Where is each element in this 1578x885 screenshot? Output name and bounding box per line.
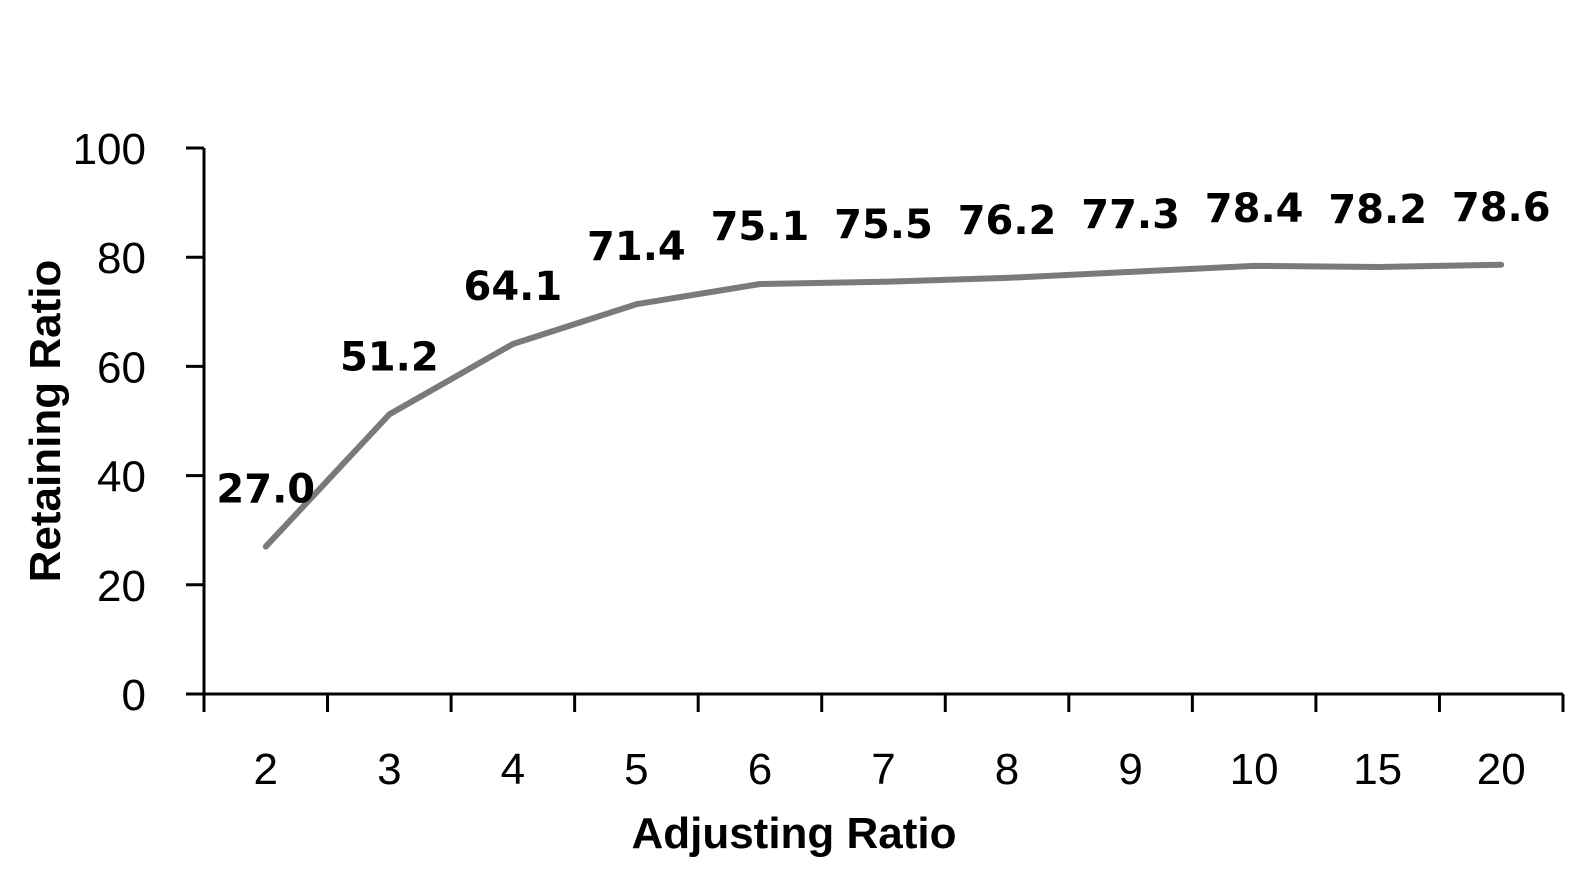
y-ticks: 0 20 40 60 80 100 (73, 125, 204, 720)
x-tick-label: 2 (254, 745, 278, 794)
data-label: 75.5 (834, 202, 933, 248)
x-tick-label: 20 (1477, 745, 1526, 794)
x-axis-title: Adjusting Ratio (631, 809, 956, 858)
x-tick-label: 3 (377, 745, 401, 794)
data-label: 64.1 (464, 264, 563, 310)
y-tick-label: 60 (97, 343, 146, 392)
data-label: 78.2 (1328, 187, 1427, 233)
data-labels: 27.0 51.2 64.1 71.4 75.1 75.5 76.2 77.3 78.4 78.2… (216, 185, 1550, 513)
x-tick-label: 4 (501, 745, 525, 794)
y-axis-title: Retaining Ratio (21, 260, 70, 583)
y-tick-label: 100 (73, 125, 146, 174)
data-label: 71.4 (587, 224, 686, 270)
x-tick-label: 6 (748, 745, 772, 794)
data-label: 27.0 (216, 467, 315, 513)
y-tick-label: 20 (97, 562, 146, 611)
x-tick-label: 9 (1118, 745, 1142, 794)
axes (202, 148, 1563, 696)
data-label: 75.1 (711, 204, 810, 250)
y-tick-label: 40 (97, 453, 146, 502)
series-group (262, 261, 1505, 550)
data-label: 78.4 (1205, 186, 1304, 232)
x-tick-label: 8 (995, 745, 1019, 794)
x-tick-label: 5 (624, 745, 648, 794)
x-tick-label: 7 (871, 745, 895, 794)
x-tick-label: 10 (1230, 745, 1279, 794)
y-tick-label: 80 (97, 234, 146, 283)
series-line (262, 261, 1505, 550)
data-label: 77.3 (1081, 192, 1180, 238)
data-label: 76.2 (958, 198, 1057, 244)
y-tick-label: 0 (122, 671, 146, 720)
data-label: 78.6 (1452, 185, 1551, 231)
data-label: 51.2 (340, 334, 439, 380)
x-tick-label: 15 (1353, 745, 1402, 794)
x-ticks: 2 3 4 5 6 7 8 9 10 15 20 (202, 694, 1565, 794)
